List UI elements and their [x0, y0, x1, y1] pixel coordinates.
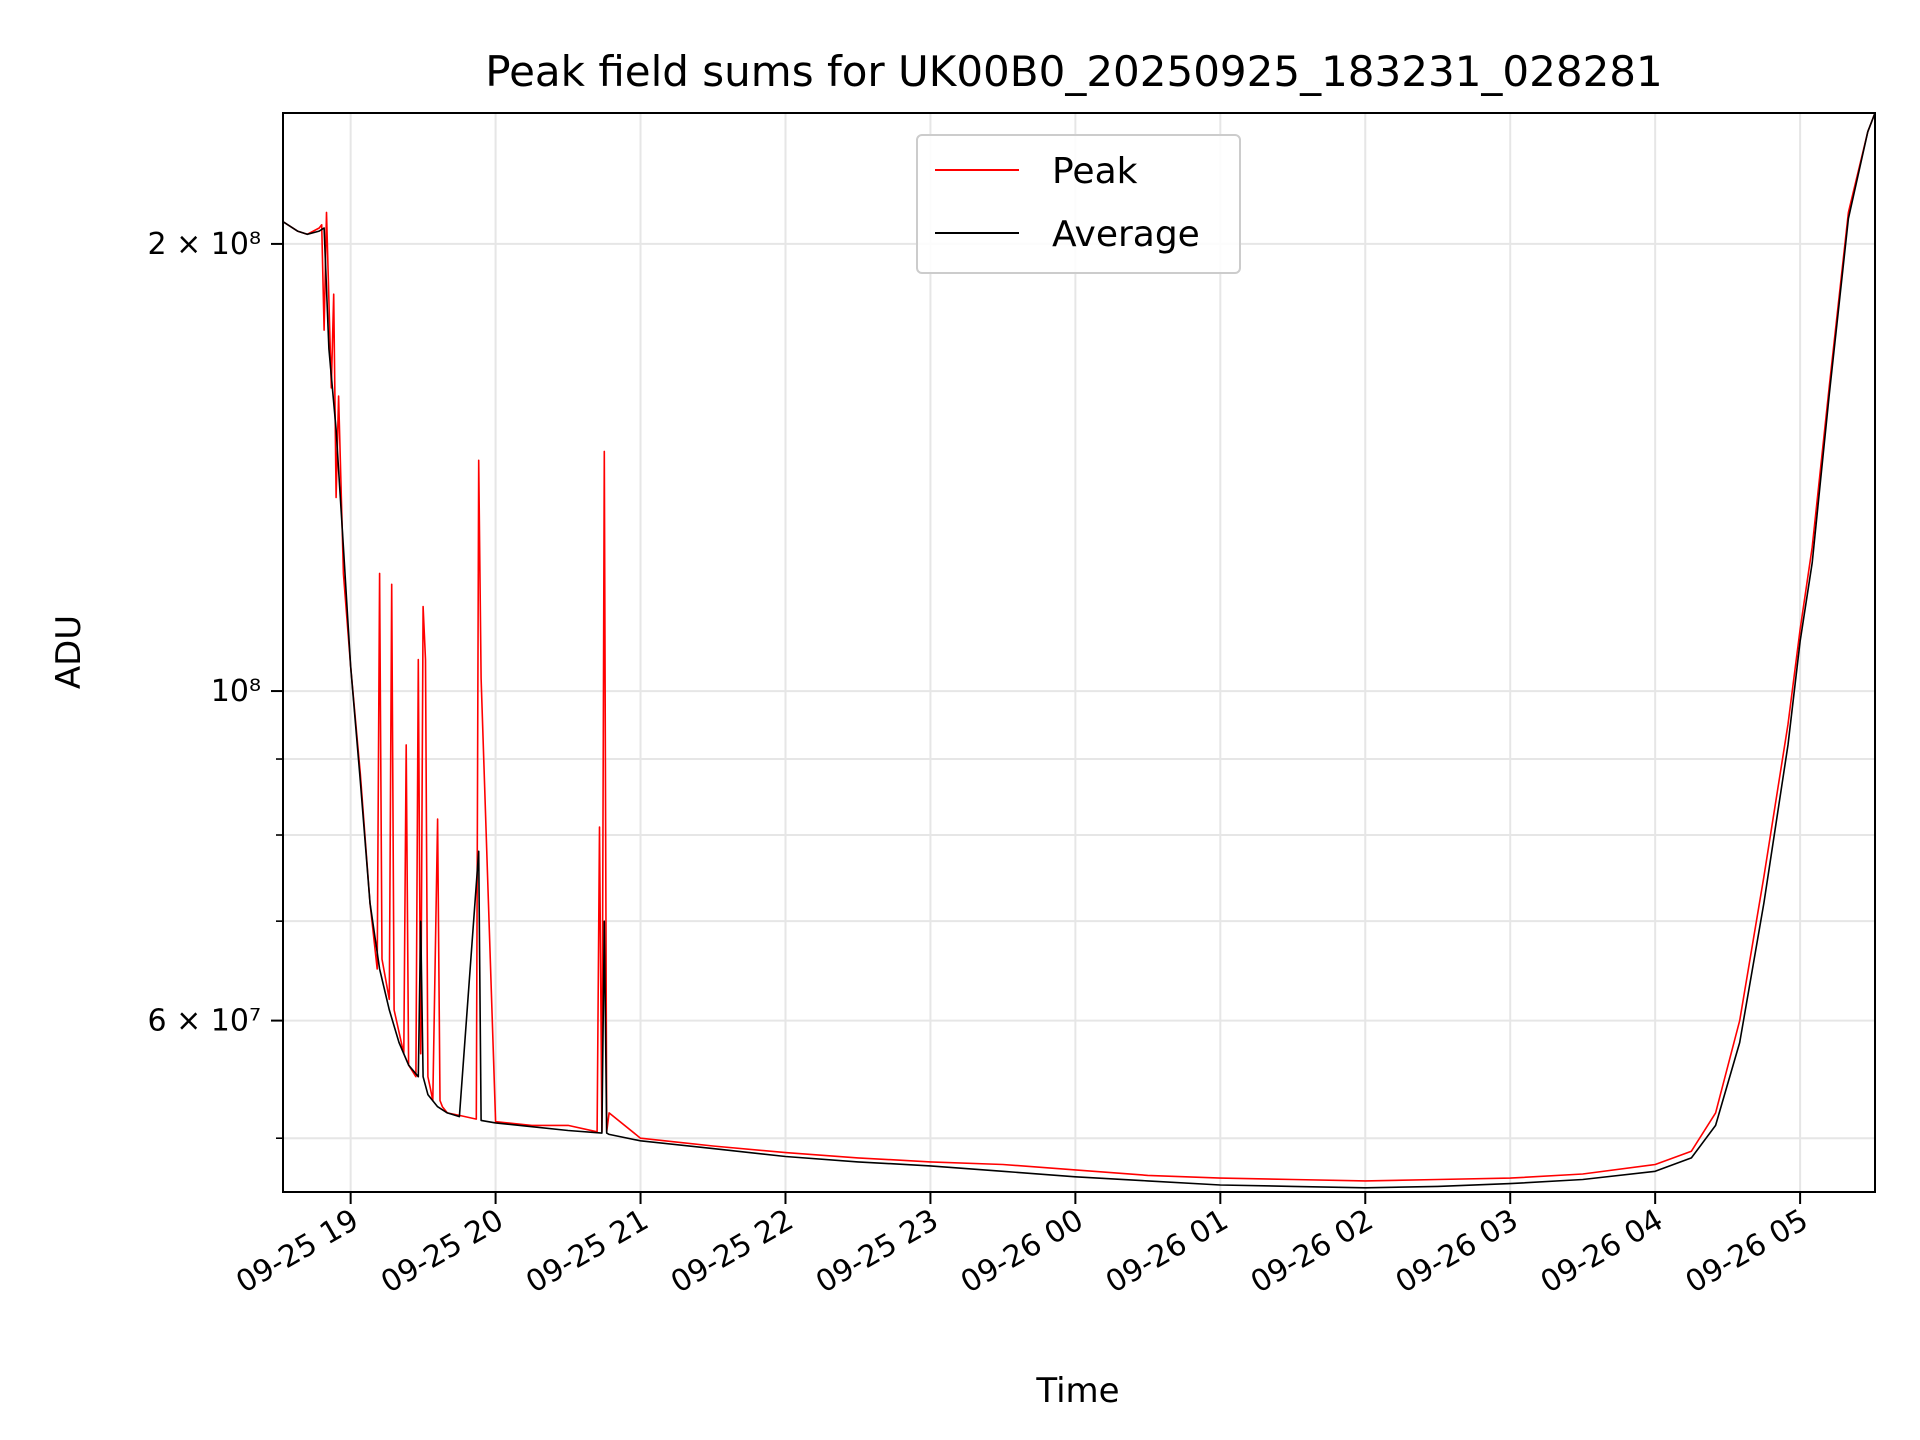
- grid: [283, 113, 1875, 1192]
- y-axis-label: ADU: [49, 615, 89, 689]
- legend-label-average: Average: [1052, 214, 1200, 255]
- legend-label-peak: Peak: [1052, 151, 1138, 192]
- legend: Peak Average: [916, 134, 1241, 274]
- series-line-average: [283, 113, 1875, 1189]
- plot-frame: [282, 112, 1876, 1193]
- y-tick-label: 2 × 10⁸: [148, 227, 262, 262]
- y-tick-label: 6 × 10⁷: [148, 1004, 262, 1039]
- series-layer: [283, 113, 1875, 1189]
- y-axis: 2 × 10⁸ 10⁸ 6 × 10⁷: [148, 227, 283, 1140]
- chart-title: Peak field sums for UK00B0_20250925_1832…: [485, 47, 1663, 96]
- y-tick-label: 10⁸: [211, 674, 261, 709]
- x-axis-label: Time: [1035, 1371, 1119, 1411]
